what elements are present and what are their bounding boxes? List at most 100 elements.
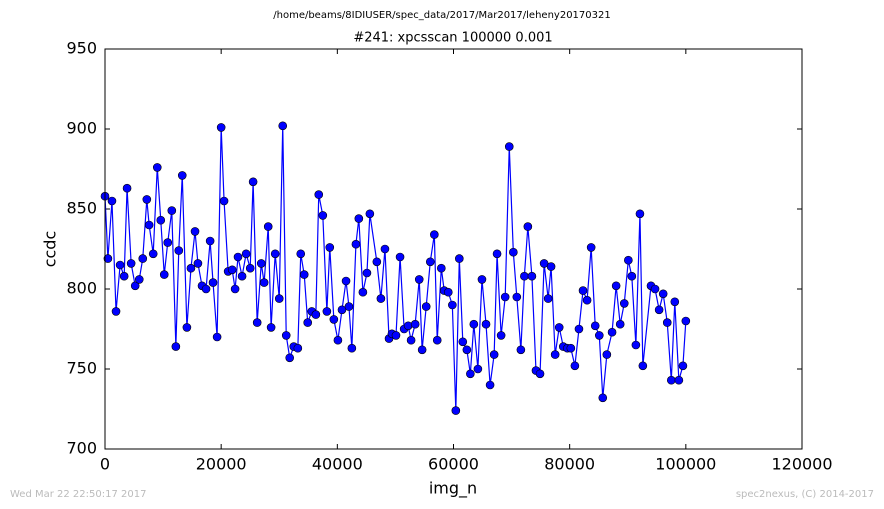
data-point <box>227 265 237 275</box>
data-point <box>266 323 276 332</box>
data-point <box>638 361 648 371</box>
data-point <box>523 222 533 231</box>
data-point <box>208 278 218 287</box>
data-point <box>417 345 427 355</box>
data-point <box>403 321 413 331</box>
y-tick-label: 750 <box>66 359 97 378</box>
data-point <box>293 343 303 353</box>
x-tick-label: 120000 <box>771 455 832 474</box>
data-point <box>504 142 514 151</box>
data-point <box>674 375 684 385</box>
data-point <box>619 299 629 308</box>
data-point <box>274 294 284 303</box>
data-point <box>193 259 203 268</box>
data-point <box>126 259 136 268</box>
data-point <box>395 252 405 262</box>
plot-frame <box>104 48 803 450</box>
data-point <box>430 230 439 239</box>
data-point <box>322 307 332 316</box>
y-tick-label: 950 <box>66 39 97 58</box>
data-point <box>177 171 187 180</box>
data-point <box>212 332 222 342</box>
data-point <box>318 211 328 220</box>
data-point <box>543 294 553 303</box>
data-point <box>130 281 140 291</box>
data-point <box>351 239 361 249</box>
data-point <box>159 270 169 279</box>
data-point <box>527 271 537 281</box>
data-point <box>602 350 612 359</box>
x-tick-label: 20000 <box>196 455 247 474</box>
data-point <box>144 220 154 230</box>
data-point <box>590 321 600 331</box>
data-point <box>516 345 526 355</box>
data-point <box>594 331 604 340</box>
data-point <box>458 337 468 347</box>
data-point <box>437 263 446 273</box>
data-point <box>607 327 617 337</box>
data-point <box>237 271 247 281</box>
data-point <box>296 249 306 259</box>
data-point <box>174 246 184 255</box>
data-point <box>186 263 196 273</box>
data-point <box>570 361 580 371</box>
data-point <box>354 214 364 223</box>
data-point <box>241 249 251 259</box>
data-point <box>512 292 522 302</box>
data-point <box>432 335 442 345</box>
y-tick-label: 700 <box>66 439 97 458</box>
x-tick-label: 40000 <box>312 455 363 474</box>
data-point <box>574 324 584 334</box>
data-point <box>182 323 192 332</box>
data-point <box>473 364 483 374</box>
x-tick-label: 0 <box>100 455 110 474</box>
data-point <box>554 323 564 332</box>
data-point <box>492 249 502 259</box>
data-point <box>248 177 258 187</box>
data-point <box>496 331 506 340</box>
data-point <box>425 257 435 267</box>
suptitle: /home/beams/8IDIUSER/spec_data/2017/Mar2… <box>273 10 610 21</box>
data-point <box>138 254 148 263</box>
data-point <box>107 196 117 206</box>
data-point <box>462 345 472 355</box>
data-point <box>451 406 461 415</box>
data-point <box>259 278 269 287</box>
data-point <box>500 292 510 302</box>
data-point <box>299 270 309 279</box>
data-point <box>171 342 181 351</box>
data-point <box>230 284 240 294</box>
data-point <box>615 319 625 329</box>
data-point <box>156 215 166 225</box>
data-point <box>539 259 549 268</box>
y-tick-label: 900 <box>66 119 97 138</box>
data-point <box>205 236 215 246</box>
data-point <box>278 121 288 131</box>
y-axis-label: ccdc <box>41 231 60 268</box>
data-point <box>678 361 688 371</box>
data-point <box>466 369 475 379</box>
y-tick-label: 800 <box>66 279 97 298</box>
data-point <box>115 260 125 270</box>
data-point <box>535 369 545 379</box>
data-point <box>627 271 637 281</box>
data-point <box>333 335 343 345</box>
data-point <box>347 343 357 353</box>
data-point <box>586 243 596 252</box>
data-point <box>341 276 351 286</box>
x-axis-label: img_n <box>429 479 477 499</box>
data-point <box>103 254 113 263</box>
data-point <box>201 284 211 294</box>
data-point <box>163 238 173 247</box>
data-point <box>443 287 453 297</box>
data-point <box>635 209 645 219</box>
chart-title: #241: xpcsscan 100000 0.001 <box>353 31 552 46</box>
data-point <box>448 300 457 310</box>
data-point <box>167 206 177 215</box>
data-point <box>216 123 226 132</box>
data-point <box>667 375 676 385</box>
data-point <box>654 305 664 315</box>
data-point <box>245 263 255 273</box>
data-point <box>190 227 200 236</box>
